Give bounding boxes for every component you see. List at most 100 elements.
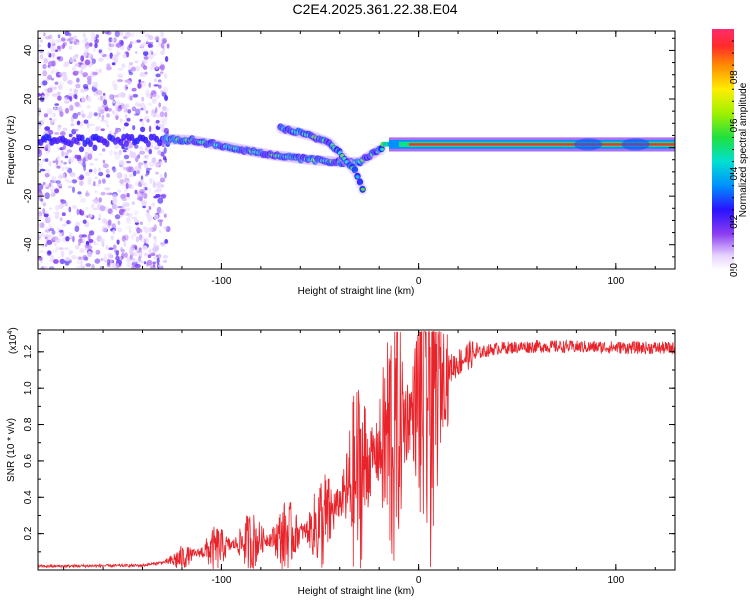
noise-speck bbox=[89, 123, 95, 127]
noise-speck bbox=[70, 123, 75, 127]
noise-speck bbox=[98, 197, 102, 203]
noise-speck bbox=[46, 92, 51, 97]
noise-speck bbox=[52, 93, 58, 97]
noise-speck bbox=[109, 258, 113, 266]
snr-y-tick-label: 0.6 bbox=[23, 454, 34, 468]
noise-speck bbox=[58, 160, 64, 167]
noise-speck bbox=[82, 157, 86, 163]
noise-speck bbox=[132, 258, 138, 263]
noise-speck bbox=[73, 59, 77, 62]
noise-speck bbox=[55, 246, 60, 251]
noise-speck bbox=[157, 160, 164, 164]
snr-x-tick-label: -100 bbox=[211, 575, 231, 586]
noise-speck bbox=[157, 219, 164, 223]
noise-speck bbox=[151, 90, 157, 98]
noise-speck bbox=[93, 167, 97, 175]
noise-speck bbox=[120, 246, 123, 253]
noise-speck bbox=[82, 39, 88, 44]
noise-speck bbox=[120, 40, 124, 46]
noise-speck bbox=[50, 39, 56, 44]
noise-speck bbox=[97, 97, 101, 101]
noise-speck bbox=[74, 63, 79, 67]
noise-speck bbox=[62, 203, 65, 208]
spectrogram-frame bbox=[37, 30, 676, 270]
noise-speck bbox=[153, 256, 159, 260]
noise-speck bbox=[103, 99, 108, 106]
noise-speck bbox=[137, 82, 141, 89]
noise-speck bbox=[147, 215, 153, 222]
noise-speck bbox=[157, 264, 163, 268]
noise-speck bbox=[131, 151, 137, 159]
noise-speck bbox=[69, 104, 74, 111]
noise-speck bbox=[146, 118, 150, 123]
noise-speck bbox=[135, 236, 140, 243]
noise-speck bbox=[153, 214, 159, 220]
noise-speck bbox=[44, 243, 48, 247]
noise-speck bbox=[71, 39, 76, 42]
noise-speck bbox=[143, 160, 148, 164]
noise-speck bbox=[44, 173, 50, 178]
noise-speck bbox=[135, 155, 139, 163]
noise-speck bbox=[74, 245, 80, 250]
noise-speck bbox=[151, 61, 157, 68]
noise-speck bbox=[123, 173, 128, 179]
noise-speck bbox=[71, 255, 77, 260]
noise-speck bbox=[105, 168, 110, 174]
noise-speck bbox=[131, 201, 135, 205]
noise-speck bbox=[58, 175, 63, 179]
noise-speck bbox=[70, 250, 74, 254]
noise-speck bbox=[43, 265, 48, 269]
noise-speck bbox=[67, 185, 72, 189]
noise-speck bbox=[127, 80, 131, 85]
noise-speck bbox=[86, 145, 91, 152]
noise-speck bbox=[110, 235, 115, 240]
noise-speck bbox=[133, 232, 137, 238]
noise-speck bbox=[159, 111, 165, 118]
noise-speck bbox=[151, 97, 157, 104]
noise-speck bbox=[60, 199, 67, 204]
noise-speck bbox=[86, 122, 90, 129]
noise-speck bbox=[41, 266, 45, 269]
noise-speck bbox=[88, 111, 93, 118]
noise-speck bbox=[69, 88, 72, 92]
noise-speck bbox=[119, 183, 126, 186]
noise-speck bbox=[155, 182, 161, 189]
noise-speck bbox=[106, 66, 112, 71]
noise-speck bbox=[162, 86, 169, 93]
noise-speck bbox=[60, 37, 66, 42]
noise-speck bbox=[159, 61, 163, 67]
noise-speck bbox=[131, 87, 137, 92]
noise-speck bbox=[145, 93, 152, 99]
noise-speck bbox=[98, 217, 101, 221]
noise-speck bbox=[125, 182, 129, 190]
noise-speck bbox=[43, 213, 49, 218]
snr-scale-base: (x10 bbox=[8, 334, 19, 354]
noise-speck bbox=[56, 39, 62, 43]
noise-speck bbox=[104, 106, 109, 112]
noise-speck bbox=[153, 236, 157, 240]
noise-speck bbox=[57, 84, 62, 90]
noise-speck bbox=[102, 163, 109, 169]
secondary-branch-core bbox=[351, 166, 359, 174]
noise-speck bbox=[129, 95, 133, 101]
noise-speck bbox=[104, 55, 110, 60]
noise-speck bbox=[163, 226, 168, 230]
noise-speck bbox=[160, 194, 166, 199]
noise-speck bbox=[89, 163, 94, 166]
noise-speck bbox=[155, 66, 159, 70]
noise-speck bbox=[143, 59, 148, 65]
noise-speck bbox=[145, 237, 149, 244]
noise-speck bbox=[88, 53, 93, 59]
noise-speck bbox=[98, 112, 101, 118]
snr-scale-label: (x104) bbox=[7, 327, 19, 354]
noise-speck bbox=[108, 37, 113, 43]
noise-speck bbox=[158, 253, 162, 259]
noise-speck bbox=[72, 235, 75, 243]
noise-speck bbox=[148, 206, 152, 210]
colorbar-tick-label: 0.8 bbox=[729, 70, 740, 84]
noise-speck bbox=[142, 65, 148, 70]
noise-speck bbox=[84, 244, 90, 248]
noise-speck bbox=[160, 42, 165, 49]
noise-speck bbox=[55, 204, 60, 211]
